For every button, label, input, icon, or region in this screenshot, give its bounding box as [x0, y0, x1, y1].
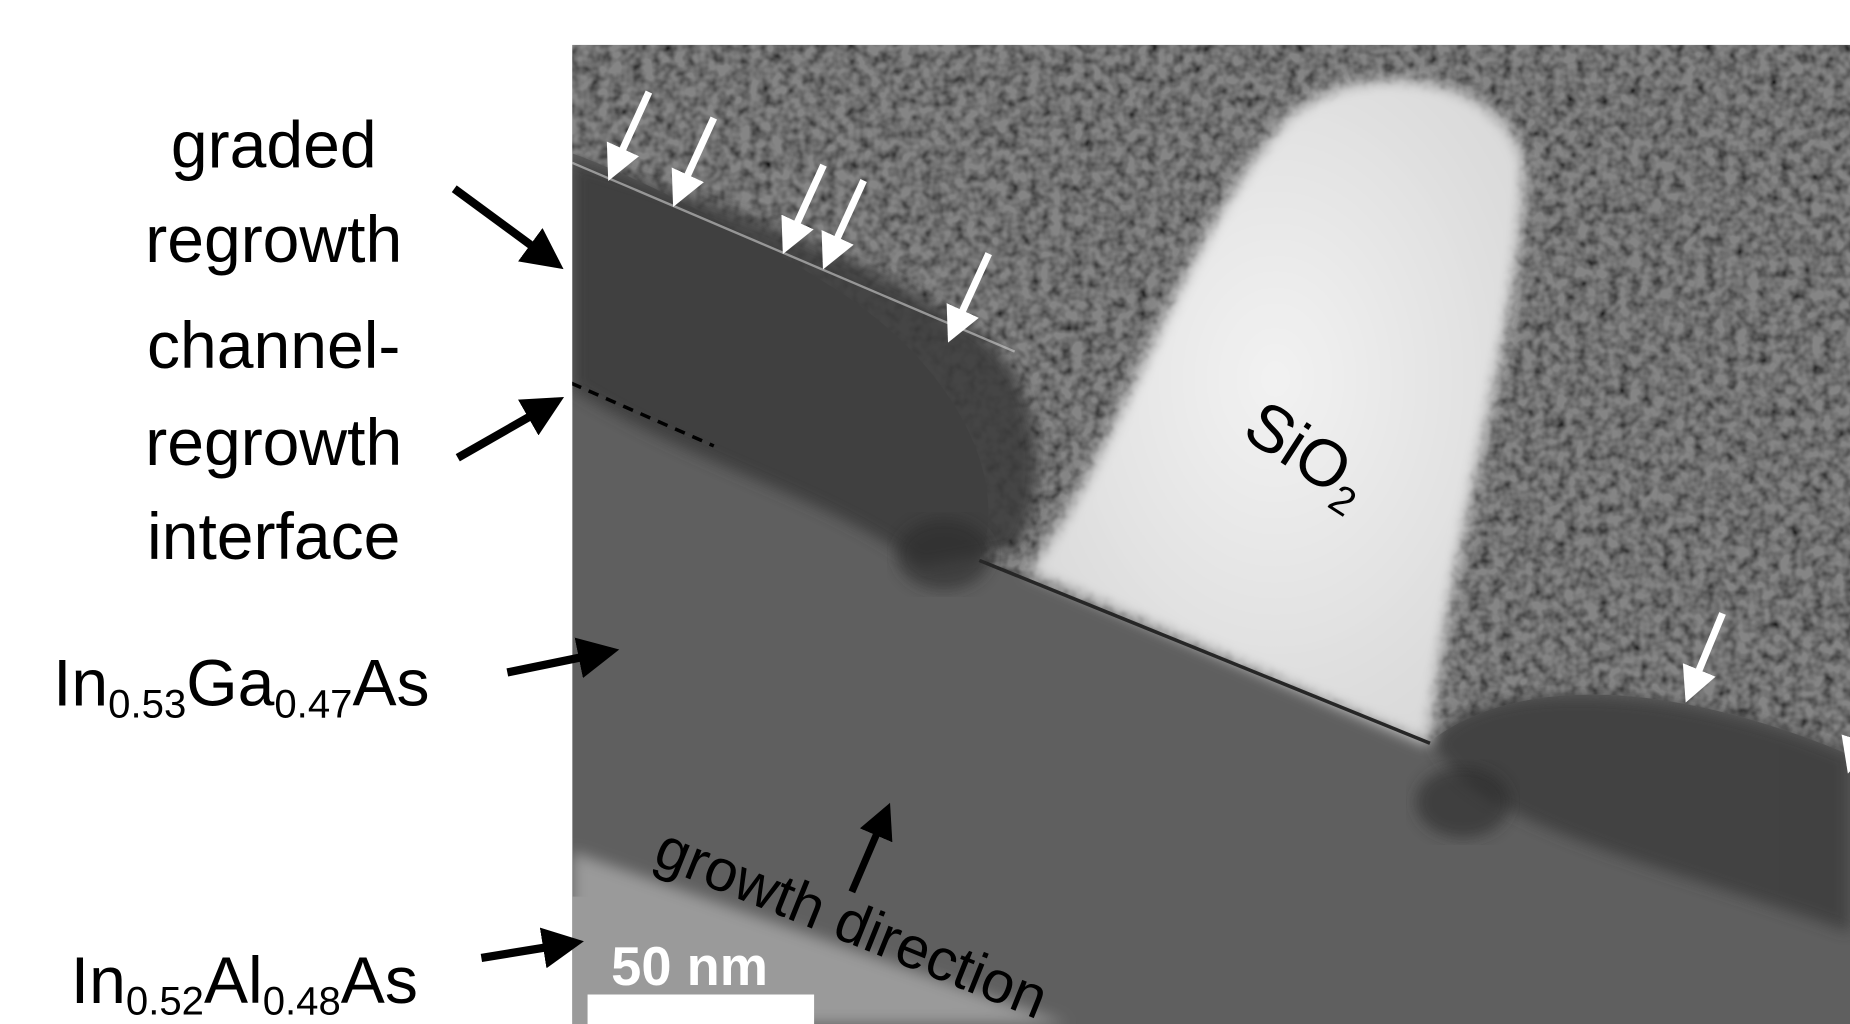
- defect: [1416, 767, 1510, 838]
- arrow: [481, 943, 575, 958]
- inalas-label: In0.52Al0.48As: [71, 943, 418, 1024]
- scale-bar-label: 50 nm: [611, 936, 768, 997]
- micrograph: 50 nm SiO2 growth direction: [537, 45, 1850, 1024]
- label: channel-: [147, 308, 400, 382]
- defect: [897, 519, 991, 590]
- arrow: [454, 189, 557, 265]
- label: regrowth: [145, 202, 402, 276]
- ingaas-label: In0.53Ga0.47As: [53, 645, 429, 726]
- label: regrowth: [145, 405, 402, 479]
- labels: graded regrowth channel- regrowth interf…: [53, 108, 429, 1024]
- label: graded: [171, 108, 377, 182]
- scale-bar: [588, 995, 815, 1024]
- page: {"labels": { "graded_regrowth": ["graded…: [0, 0, 1850, 1024]
- label: interface: [147, 499, 400, 573]
- arrow: [458, 401, 557, 458]
- figure: 50 nm SiO2 growth direction graded regro…: [0, 0, 1850, 1024]
